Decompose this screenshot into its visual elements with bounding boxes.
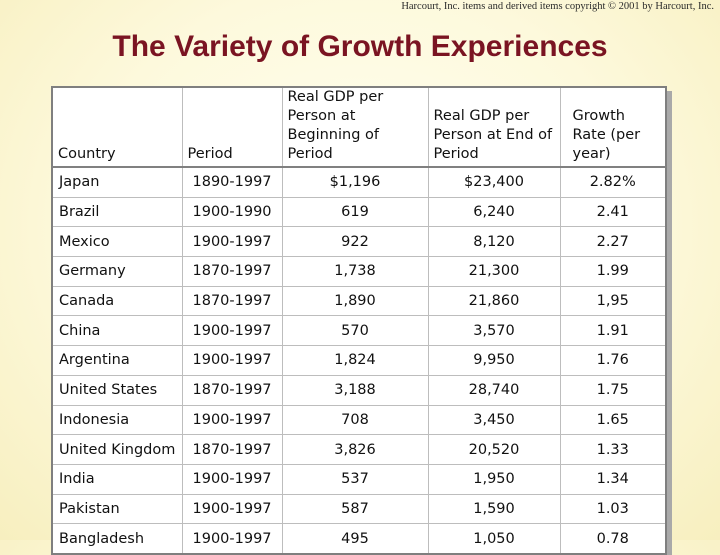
gdp-beginning-cell: 1,738 xyxy=(281,256,429,287)
growth-table-container: Country Period Real GDP per Person at Be… xyxy=(51,86,667,555)
period-cell: 1900-1990 xyxy=(181,196,283,228)
country-cell: Japan xyxy=(51,166,183,198)
period-cell: 1870-1997 xyxy=(181,434,283,465)
table-row: India 1900-1997 537 1,950 1.34 xyxy=(51,463,667,495)
header-gdp-end: Real GDP per Person at End of Period xyxy=(427,86,561,168)
growth-table: Country Period Real GDP per Person at Be… xyxy=(51,86,667,555)
growth-rate-cell: 1.03 xyxy=(559,493,667,525)
growth-rate-cell: 1.99 xyxy=(559,256,667,287)
gdp-beginning-cell: 619 xyxy=(281,196,429,228)
gdp-end-cell: 28,740 xyxy=(427,374,561,406)
table-row: Germany 1870-1997 1,738 21,300 1.99 xyxy=(51,256,667,287)
table-row: Brazil 1900-1990 619 6,240 2.41 xyxy=(51,196,667,228)
gdp-beginning-cell: 570 xyxy=(281,315,429,347)
gdp-beginning-cell: 587 xyxy=(281,493,429,525)
country-cell: Bangladesh xyxy=(51,523,183,555)
period-cell: 1870-1997 xyxy=(181,374,283,406)
gdp-beginning-cell: 495 xyxy=(281,523,429,555)
period-cell: 1900-1997 xyxy=(181,345,283,376)
gdp-end-cell: 8,120 xyxy=(427,226,561,258)
table-row: United Kingdom 1870-1997 3,826 20,520 1.33 xyxy=(51,434,667,465)
growth-rate-cell: 1.76 xyxy=(559,345,667,376)
gdp-beginning-cell: 708 xyxy=(281,404,429,436)
header-period: Period xyxy=(181,86,283,168)
growth-rate-cell: 2.41 xyxy=(559,196,667,228)
header-gdp-beginning: Real GDP per Person at Beginning of Peri… xyxy=(281,86,429,168)
gdp-end-cell: 1,590 xyxy=(427,493,561,525)
gdp-end-cell: 3,570 xyxy=(427,315,561,347)
growth-rate-cell: 0.78 xyxy=(559,523,667,555)
country-cell: Pakistan xyxy=(51,493,183,525)
page-title: The Variety of Growth Experiences xyxy=(112,30,608,63)
table-row: Indonesia 1900-1997 708 3,450 1.65 xyxy=(51,404,667,436)
gdp-beginning-cell: 1,890 xyxy=(281,285,429,317)
period-cell: 1890-1997 xyxy=(181,166,283,198)
country-cell: Mexico xyxy=(51,226,183,258)
country-cell: Canada xyxy=(51,285,183,317)
gdp-end-cell: 21,860 xyxy=(427,285,561,317)
table-header-row: Country Period Real GDP per Person at Be… xyxy=(51,86,667,168)
gdp-beginning-cell: 3,826 xyxy=(281,434,429,465)
growth-rate-cell: 1.91 xyxy=(559,315,667,347)
table-body: Japan 1890-1997 $1,196 $23,400 2.82% Brazil 19… xyxy=(51,166,667,555)
gdp-beginning-cell: 3,188 xyxy=(281,374,429,406)
table-row: Argentina 1900-1997 1,824 9,950 1.76 xyxy=(51,345,667,376)
growth-rate-cell: 1,95 xyxy=(559,285,667,317)
gdp-beginning-cell: 1,824 xyxy=(281,345,429,376)
gdp-beginning-cell: 537 xyxy=(281,463,429,495)
gdp-end-cell: 3,450 xyxy=(427,404,561,436)
period-cell: 1870-1997 xyxy=(181,285,283,317)
period-cell: 1900-1997 xyxy=(181,226,283,258)
period-cell: 1900-1997 xyxy=(181,404,283,436)
period-cell: 1870-1997 xyxy=(181,256,283,287)
country-cell: Brazil xyxy=(51,196,183,228)
growth-rate-cell: 1.65 xyxy=(559,404,667,436)
table-row: Bangladesh 1900-1997 495 1,050 0.78 xyxy=(51,523,667,555)
country-cell: United States xyxy=(51,374,183,406)
gdp-end-cell: 1,950 xyxy=(427,463,561,495)
country-cell: India xyxy=(51,463,183,495)
table-row: United States 1870-1997 3,188 28,740 1.75 xyxy=(51,374,667,406)
period-cell: 1900-1997 xyxy=(181,523,283,555)
gdp-end-cell: 20,520 xyxy=(427,434,561,465)
growth-rate-cell: 1.75 xyxy=(559,374,667,406)
gdp-end-cell: 9,950 xyxy=(427,345,561,376)
country-cell: United Kingdom xyxy=(51,434,183,465)
table-row: Japan 1890-1997 $1,196 $23,400 2.82% xyxy=(51,166,667,198)
growth-rate-cell: 2.27 xyxy=(559,226,667,258)
growth-rate-cell: 1.34 xyxy=(559,463,667,495)
table-row: Canada 1870-1997 1,890 21,860 1,95 xyxy=(51,285,667,317)
copyright-notice: Harcourt, Inc. items and derived items c… xyxy=(401,1,714,12)
gdp-beginning-cell: 922 xyxy=(281,226,429,258)
period-cell: 1900-1997 xyxy=(181,493,283,525)
header-country: Country xyxy=(51,86,183,168)
country-cell: Argentina xyxy=(51,345,183,376)
gdp-end-cell: 6,240 xyxy=(427,196,561,228)
growth-rate-cell: 2.82% xyxy=(559,166,667,198)
gdp-end-cell: 21,300 xyxy=(427,256,561,287)
header-growth-rate: Growth Rate (per year) xyxy=(559,86,667,168)
country-cell: China xyxy=(51,315,183,347)
period-cell: 1900-1997 xyxy=(181,315,283,347)
period-cell: 1900-1997 xyxy=(181,463,283,495)
table-row: China 1900-1997 570 3,570 1.91 xyxy=(51,315,667,347)
table-row: Mexico 1900-1997 922 8,120 2.27 xyxy=(51,226,667,258)
country-cell: Germany xyxy=(51,256,183,287)
growth-rate-cell: 1.33 xyxy=(559,434,667,465)
country-cell: Indonesia xyxy=(51,404,183,436)
gdp-end-cell: 1,050 xyxy=(427,523,561,555)
gdp-end-cell: $23,400 xyxy=(427,166,561,198)
gdp-beginning-cell: $1,196 xyxy=(281,166,429,198)
table-row: Pakistan 1900-1997 587 1,590 1.03 xyxy=(51,493,667,525)
